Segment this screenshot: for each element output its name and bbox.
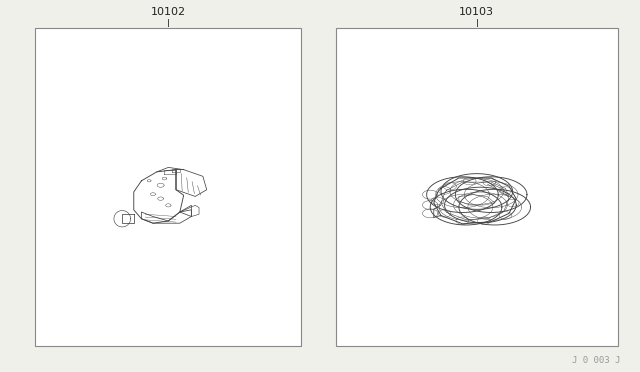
Bar bbox=[35, 28, 301, 346]
Text: J 0 003 J: J 0 003 J bbox=[572, 356, 621, 365]
Text: 10103: 10103 bbox=[460, 7, 494, 17]
Text: 10102: 10102 bbox=[151, 7, 186, 17]
Bar bbox=[336, 28, 618, 346]
